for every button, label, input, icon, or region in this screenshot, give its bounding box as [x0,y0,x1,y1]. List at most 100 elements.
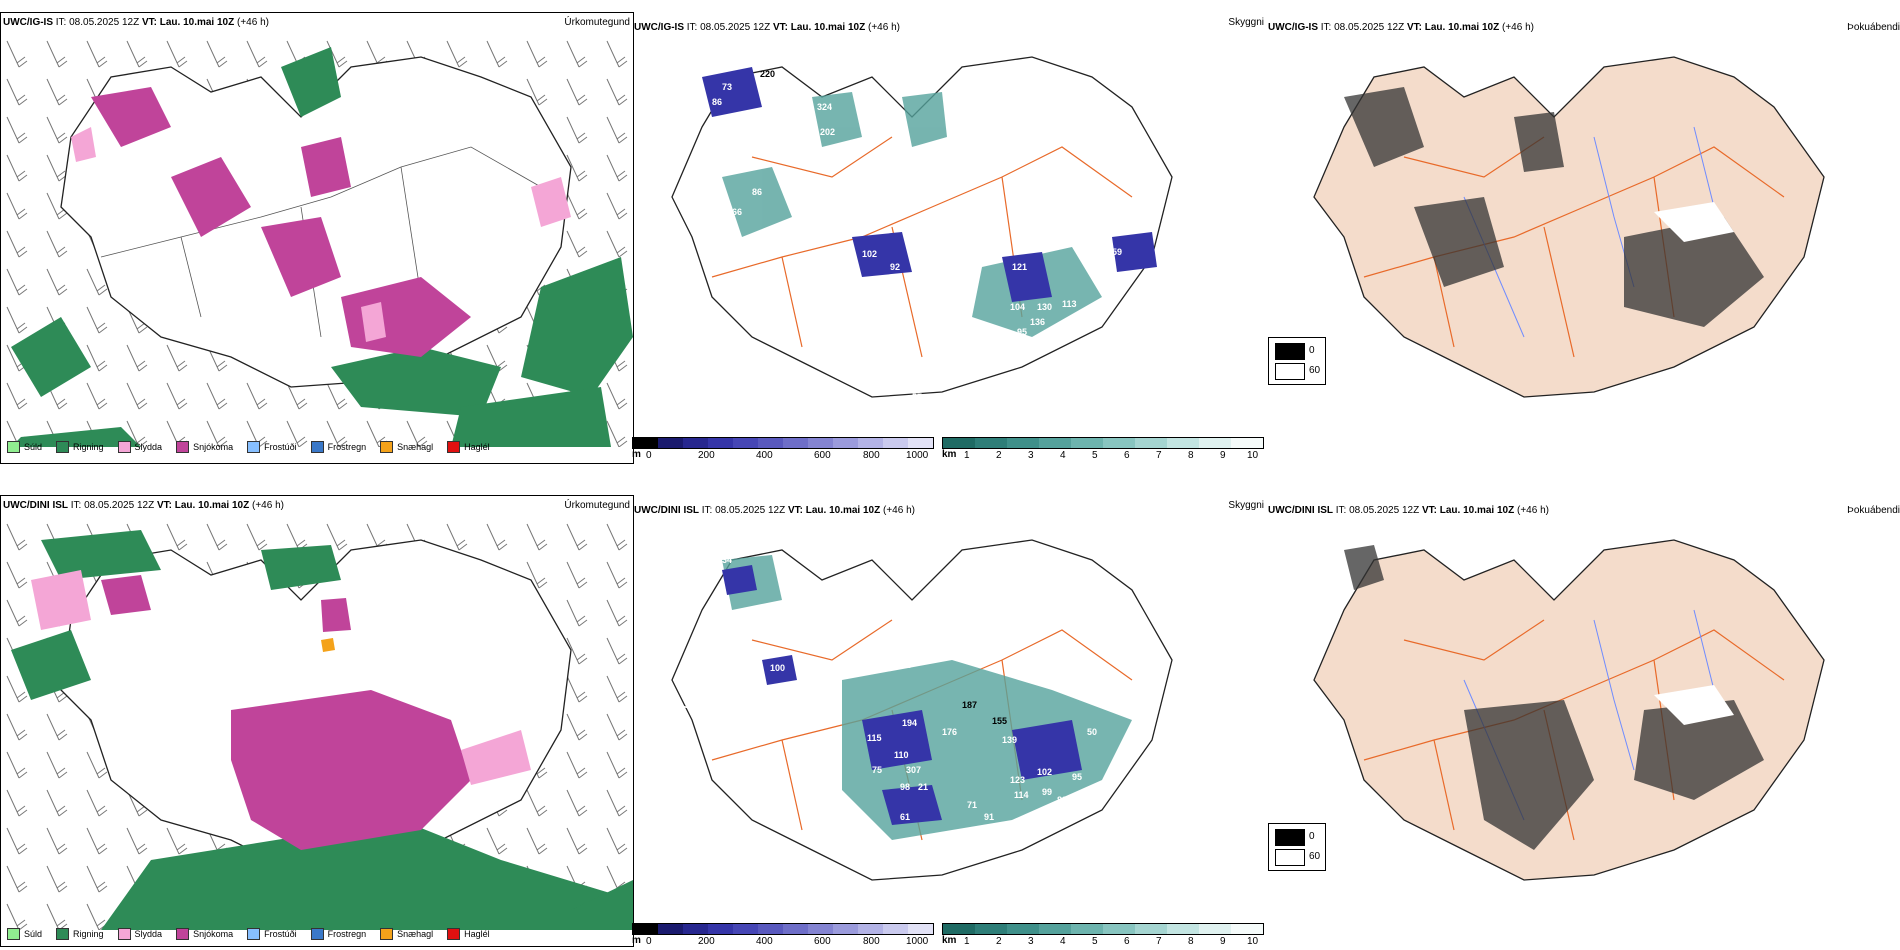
legend-swatch [117,928,131,940]
init-time: IT: 08.05.2025 12Z [53,17,142,28]
fog-swatch-low [1275,363,1305,380]
legend-swatch [380,928,394,940]
lead-time: (+46 h) [234,17,269,28]
cloud-base-label: 113 [1062,299,1077,309]
glacier-white [1654,202,1734,242]
valid-time: Lau. 10.mai 10Z [1421,22,1500,33]
tick-label: 5 [1092,936,1098,947]
init-time: IT: 08.05.2025 12Z [68,500,157,511]
legend-swatch [56,928,70,940]
cloud-base-label: 17 [1152,199,1163,209]
fog-legend-low: 60 [1309,851,1321,862]
cloud-base-colorbar: m 0 200 400 600 800 1000 [632,923,934,949]
legend-label: Frostregn [327,929,367,939]
legend-label: Haglél [464,929,490,939]
cloud-base-label: 54 [912,845,923,855]
legend-swatch [117,441,131,453]
panel-header: UWC/DINI ISL IT: 08.05.2025 12Z VT: Lau.… [1268,505,1549,516]
cloud-base-label: 73 [722,82,733,92]
colorbar-unit: m [632,449,641,460]
cloud-base-label: 63 [702,625,713,635]
fog-panel: UWC/IG-IS IT: 08.05.2025 12Z VT: Lau. 10… [1264,12,1900,462]
panel-title: Skyggni [1228,17,1264,28]
tick-label: 2 [996,450,1002,461]
model-name: UWC/IG-IS [1268,22,1318,33]
cloud-base-label: 114 [1014,790,1029,800]
cloud-base-label: 98 [900,782,911,792]
cloud-base-label: 135 [682,545,698,555]
panel-header: UWC/IG-IS IT: 08.05.2025 12Z VT: Lau. 10… [1268,22,1534,33]
colorbar-swatches [942,437,1264,449]
legend-item-rain: Rigning [56,441,104,453]
valid-time: Lau. 10.mai 10Z [1436,505,1515,516]
visibility-map [671,56,1173,398]
valid-time: Lau. 10.mai 10Z [171,500,250,511]
legend-item-snow-pellets: Snæhagl [380,928,433,940]
panel-header: UWC/IG-IS IT: 08.05.2025 12Z VT: Lau. 10… [3,17,269,28]
cloud-base-label: 102 [1037,767,1053,777]
legend-item-drizzle: Súld [7,441,42,453]
valid-label: VT: [141,17,157,28]
tick-label: 2 [996,936,1002,947]
cloud-base-label: 194 [902,718,918,728]
model-name: UWC/DINI ISL [634,505,699,516]
colorbar-swatches [942,923,1264,935]
precip-type-map [1,520,633,930]
colorbar-swatches [632,923,934,935]
cloud-base-label: 104 [736,247,752,257]
cloud-base-label: 30 [684,700,695,710]
init-time: IT: 08.05.2025 12Z [699,505,788,516]
valid-label: VT: [772,22,788,33]
cloud-base-label: 99 [1042,787,1053,797]
cloud-base-label: 100 [770,663,786,673]
cloud-base-label: 202 [820,127,836,137]
panel-title: Skyggni [1228,500,1264,511]
cloud-base-label: 97 [912,227,923,237]
cloud-base-label: 91 [984,812,995,822]
cloud-base-labels: 135 134 43 317 73 63 100 129 30 187 155 … [632,520,1264,920]
legend-label: Snjókoma [193,929,234,939]
valid-time: Lau. 10.mai 10Z [787,22,866,33]
cloud-base-label: 104 [1010,302,1026,312]
tick-label: 6 [1124,936,1130,947]
cloud-base-label: 121 [1012,262,1028,272]
fog-areas [1344,545,1764,850]
cloud-base-label: 176 [942,727,958,737]
lead-time: (+46 h) [1514,505,1549,516]
tick-label: 600 [814,450,831,461]
legend-label: Snæhagl [397,929,434,939]
iceland-outline [1313,539,1825,881]
tick-label: 1000 [906,450,929,461]
legend-swatch [310,441,324,453]
colorbar-ticks: 1 2 3 4 5 6 7 8 9 10 [942,449,1264,463]
sleet-areas [31,570,531,785]
colorbar-ticks: 0 200 400 600 800 1000 [632,449,934,463]
cloud-base-label: 187 [962,700,978,710]
cloud-base-label: 86 [752,187,763,197]
fog-swatch-high [1275,829,1305,846]
tick-label: 7 [1156,936,1162,947]
model-name: UWC/IG-IS [634,22,684,33]
lead-time: (+46 h) [249,500,284,511]
legend-label: Slydda [134,929,163,939]
cloud-base-label: 96 [1082,307,1093,317]
panel-header: UWC/DINI ISL IT: 08.05.2025 12Z VT: Lau.… [634,505,915,516]
legend-item-hail: Haglél [447,928,490,940]
legend-swatch [447,928,461,940]
valid-label: VT: [156,500,172,511]
tick-label: 5 [1092,450,1098,461]
cloud-base-label: 307 [906,765,922,775]
cloud-base-label: 86 [712,97,723,107]
cloud-base-label: 73 [807,600,818,610]
legend-swatch [447,441,461,453]
init-time: IT: 08.05.2025 12Z [684,22,773,33]
cloud-base-label: 110 [894,750,909,760]
cloud-base-colorbar: m 0 200 400 600 800 1000 [632,437,934,463]
fog-map [1313,56,1825,398]
legend-swatch [380,441,394,453]
legend-label: Snjókoma [193,442,234,452]
legend-item-snow: Snjókoma [176,441,233,453]
cloud-base-label: 73 [942,850,953,860]
legend-item-rain: Rigning [56,928,104,940]
cloud-base-label: 324 [817,102,833,112]
